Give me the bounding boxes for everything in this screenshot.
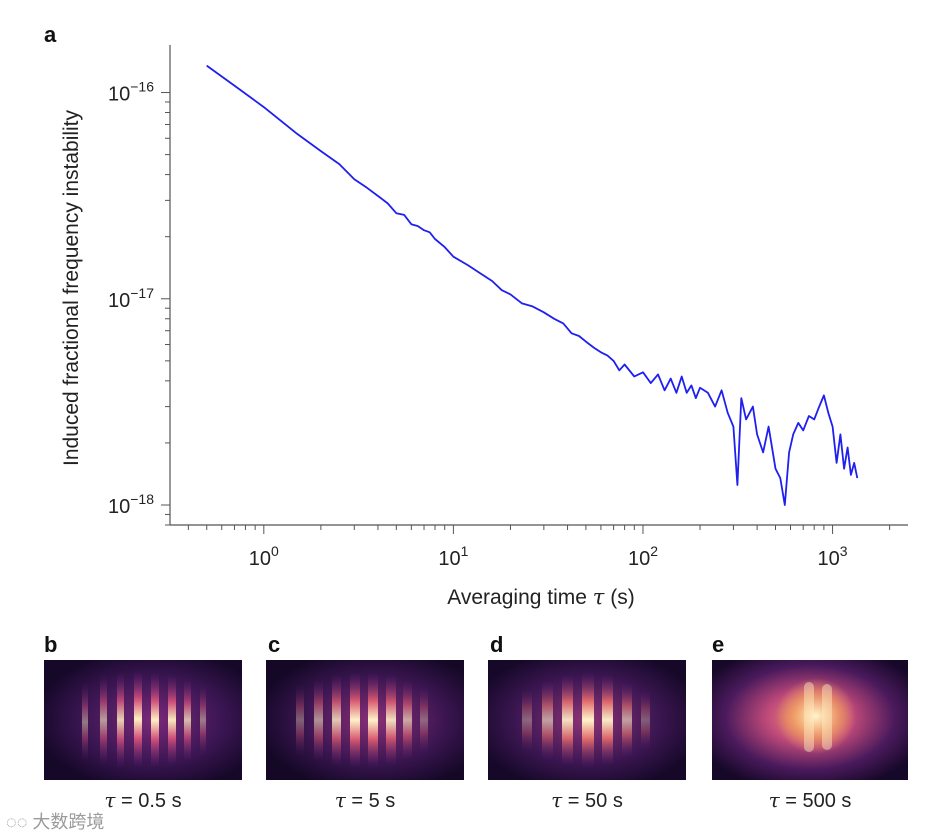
panel-d-image [488,660,686,780]
watermark-icon: ◌◌ [6,812,33,832]
panel-b-image [44,660,242,780]
plot-area [206,64,859,506]
main-chart: 10−16 10−17 10−18 100 101 102 103 Induced frac… [60,45,908,609]
chart-axes: 10−16 10−17 10−18 100 101 102 103 [108,45,908,570]
x-tick-label: 101 [438,543,468,570]
y-tick-label: 10−16 [108,79,154,106]
watermark-logo: ◌◌ 大数跨境 [6,812,105,832]
panel-c-image [266,660,464,780]
panel-d-label: d [490,632,504,657]
series-line-instability [206,64,859,506]
y-tick-label: 10−18 [108,491,154,518]
x-tick-label: 100 [249,543,279,570]
panel-d-caption: τ = 50 s [551,788,623,812]
panel-e-caption: τ = 500 s [768,788,852,812]
panel-a-label: a [44,22,57,47]
panel-c-label: c [268,632,281,657]
panel-c-caption: τ = 5 s [334,788,396,812]
y-tick-label: 10−17 [108,285,154,312]
panel-e-label: e [712,632,725,657]
panel-b-caption: τ = 0.5 s [104,788,182,812]
x-tick-label: 102 [628,543,658,570]
y-axis-label: Induced fractional frequency instability [60,109,83,466]
x-tick-label: 103 [818,543,848,570]
panel-e-image [712,660,908,780]
panel-b-label: b [44,632,58,657]
x-axis-label: Averaging time τ (s) [447,585,635,609]
